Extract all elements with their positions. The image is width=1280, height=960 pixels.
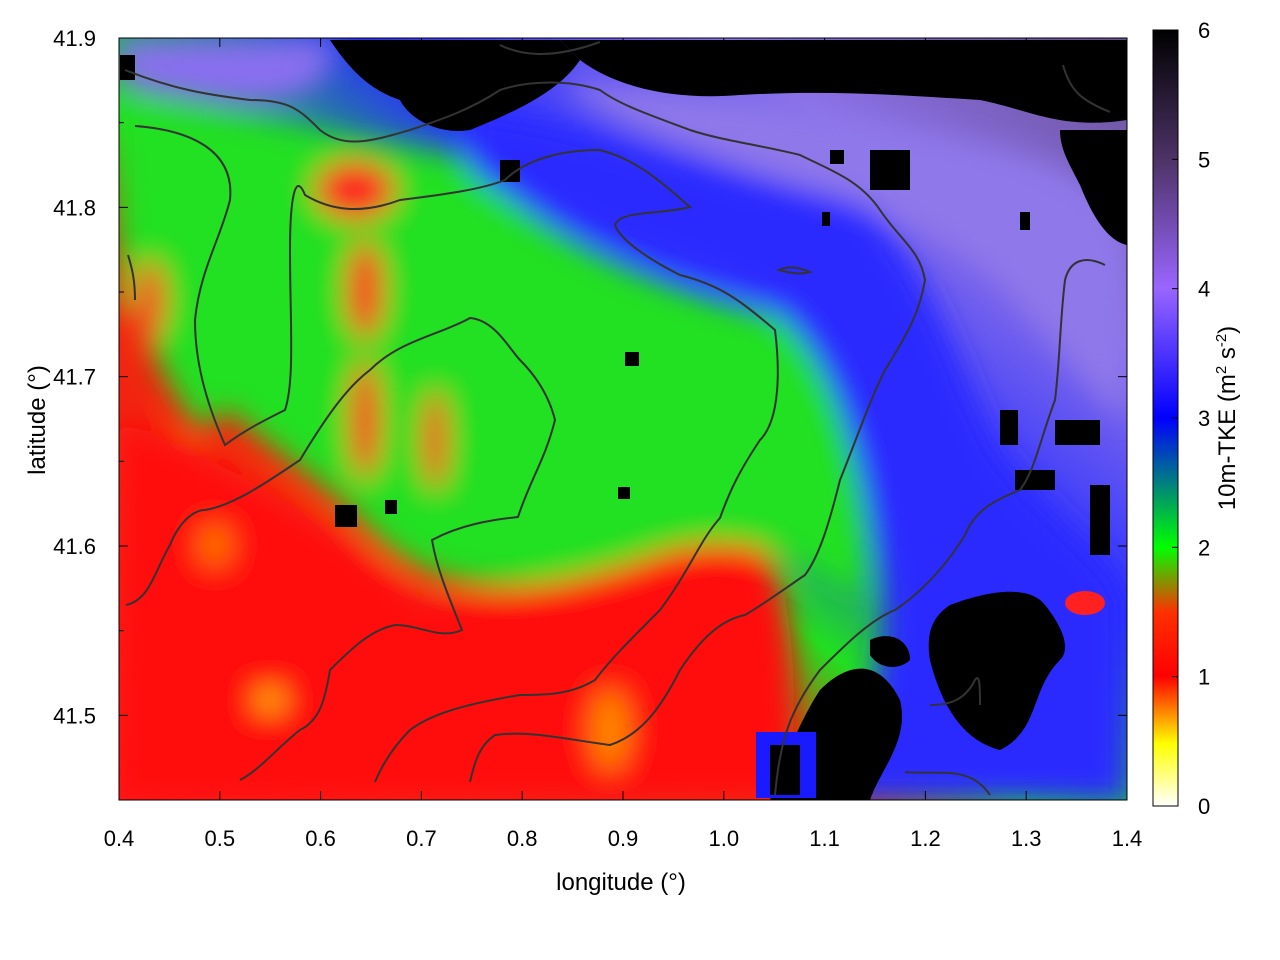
x-tick-label: 1.0 [709,826,740,851]
x-tick-label: 0.4 [104,826,135,851]
elevation-contours [124,41,1111,796]
y-axis: 41.5 41.6 41.7 41.8 41.9 [53,26,1127,801]
y-tick-label: 41.6 [53,534,96,559]
y-tick-label: 41.7 [53,365,96,390]
y-tick-label: 41.5 [53,703,96,728]
x-tick-label: 0.9 [608,826,639,851]
y-tick-label: 41.8 [53,195,96,220]
colorbar-tick-label: 2 [1198,535,1210,560]
x-tick-label: 1.3 [1011,826,1042,851]
x-tick-label: 1.1 [809,826,840,851]
x-tick-label: 1.2 [910,826,941,851]
x-tick-label: 0.6 [305,826,336,851]
colorbar-tick-label: 6 [1198,18,1210,43]
colorbar-tick-label: 5 [1198,147,1210,172]
heatmap-field [119,38,1127,800]
colorbar-axis: 0 1 2 3 4 5 6 [1172,18,1210,819]
saturated-regions [120,40,1127,800]
x-tick-label: 0.7 [406,826,437,851]
x-tick-label: 1.4 [1112,826,1143,851]
y-tick-label: 41.9 [53,26,96,51]
colorbar-tick-label: 4 [1198,277,1210,302]
x-axis-label: longitude (°) [556,869,686,896]
colorbar-tick-label: 3 [1198,406,1210,431]
x-axis: 0.4 0.5 0.6 0.7 0.8 0.9 1.0 1.1 1.2 1.3 1.4 [104,38,1143,851]
x-tick-label: 0.5 [205,826,236,851]
y-axis-label: latitude (°) [24,365,51,475]
colorbar-tick-label: 0 [1198,794,1210,819]
colorbar-tick-label: 1 [1198,665,1210,690]
x-tick-label: 0.8 [507,826,538,851]
colorbar-label: 10m-TKE (m2 s-2) [1213,326,1241,510]
